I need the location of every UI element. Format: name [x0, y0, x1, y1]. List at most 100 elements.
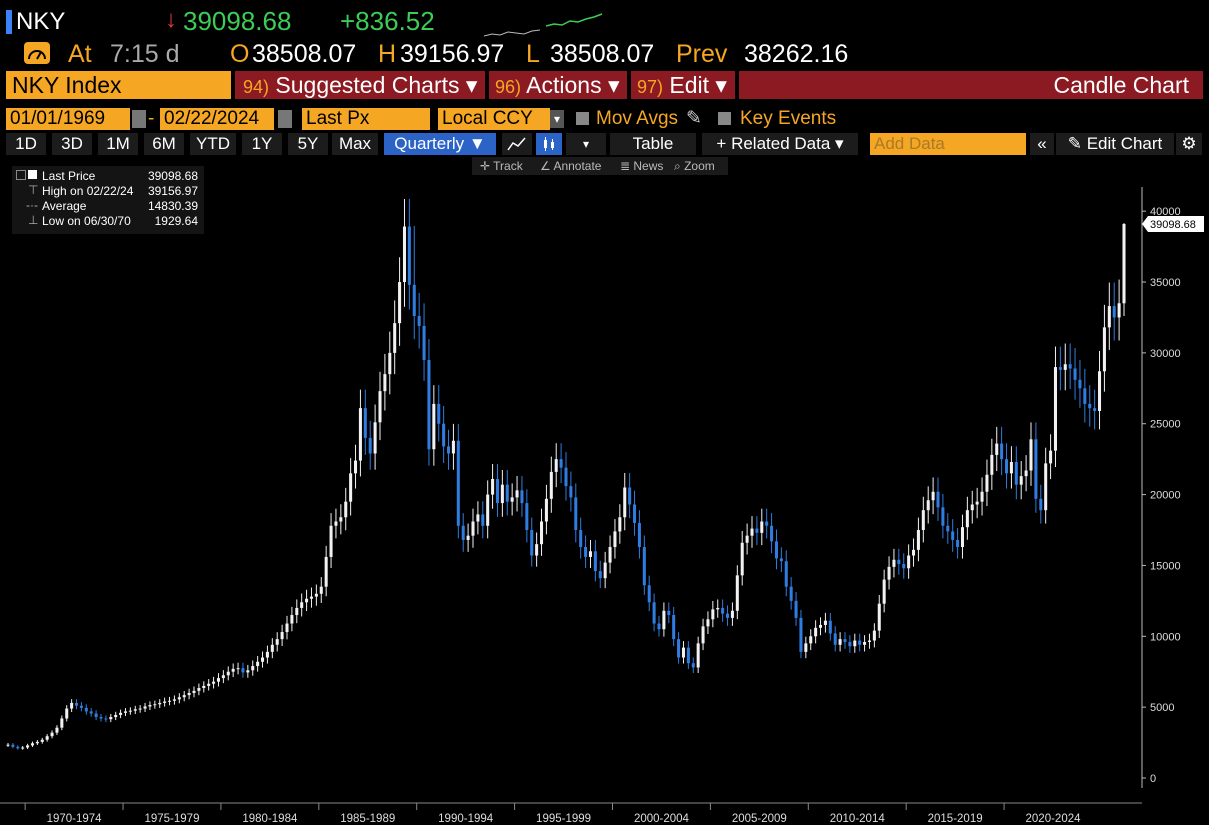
candle-body — [481, 514, 485, 526]
candle-body — [60, 718, 64, 728]
candle-body — [89, 711, 93, 714]
last-price-swatch — [28, 170, 37, 179]
gear-icon[interactable]: ⚙ — [1176, 133, 1202, 155]
average-marker-icon: -·- — [26, 198, 38, 212]
chart-toolbar: 1D 3D 1M 6M YTD 1Y 5Y Max Quarterly ▼ ▾ … — [6, 133, 1203, 155]
range-6m[interactable]: 6M — [144, 133, 184, 155]
period-select[interactable]: Quarterly ▼ — [384, 133, 496, 155]
zoom-tool[interactable]: ⌕ Zoom — [674, 159, 715, 173]
edit-chart-button[interactable]: ✎ Edit Chart — [1056, 133, 1174, 155]
chevron-down-icon[interactable]: ▾ — [550, 110, 564, 128]
candle-body — [681, 647, 685, 658]
candle-body — [388, 352, 392, 375]
candle-body — [471, 521, 475, 536]
range-5y[interactable]: 5Y — [288, 133, 328, 155]
mov-avgs-label[interactable]: Mov Avgs — [596, 108, 679, 129]
range-1m[interactable]: 1M — [98, 133, 138, 155]
candle-body — [94, 713, 98, 718]
zoom-label: Zoom — [684, 159, 715, 173]
candle-body — [618, 517, 622, 532]
candle-body — [608, 547, 612, 563]
candle-body — [662, 610, 666, 630]
speedometer-icon[interactable] — [24, 42, 50, 64]
range-ytd[interactable]: YTD — [190, 133, 236, 155]
candle-body — [491, 478, 495, 495]
candle-body — [104, 718, 108, 720]
candle-body — [197, 688, 201, 691]
actions-menu[interactable]: 96) Actions ▾ — [489, 71, 627, 99]
related-data-button[interactable]: + Related Data ▾ — [702, 133, 858, 155]
edit-menu[interactable]: 97) Edit ▾ — [631, 71, 735, 99]
legend-value: 39098.68 — [147, 169, 198, 183]
pencil-icon[interactable]: ✎ — [686, 108, 702, 129]
candle-body — [510, 497, 514, 502]
security-field[interactable]: NKY Index — [6, 71, 231, 99]
suggested-charts-menu[interactable]: 94) Suggested Charts ▾ — [235, 71, 485, 99]
range-1y[interactable]: 1Y — [242, 133, 282, 155]
key-events-checkbox[interactable] — [718, 112, 731, 125]
range-max[interactable]: Max — [332, 133, 378, 155]
candle-body — [838, 639, 842, 645]
collapse-icon[interactable]: « — [1030, 133, 1054, 155]
end-date-input[interactable]: 02/22/2024 — [160, 108, 274, 130]
candle-body — [407, 226, 411, 285]
candle-body — [495, 478, 499, 504]
candle-body — [916, 530, 920, 550]
candle-body — [40, 739, 44, 742]
range-1d[interactable]: 1D — [6, 133, 46, 155]
candle-body — [143, 706, 147, 709]
candle-body — [549, 471, 553, 499]
calendar-icon[interactable] — [132, 110, 146, 128]
key-events-label[interactable]: Key Events — [740, 108, 837, 129]
mov-avgs-checkbox[interactable] — [576, 112, 589, 125]
field-select[interactable]: Last Px — [302, 108, 430, 130]
candle-body — [544, 498, 548, 522]
collapse-icon[interactable] — [16, 170, 26, 180]
table-button[interactable]: Table — [610, 133, 696, 155]
candle-body — [163, 701, 167, 703]
chevron-down-icon[interactable]: ▾ — [566, 133, 606, 155]
candle-body — [926, 500, 930, 511]
legend-label: Average — [42, 199, 87, 213]
annotate-tool[interactable]: ∠ Annotate — [540, 159, 602, 173]
candle-body — [912, 549, 916, 556]
candle-body — [202, 685, 206, 689]
start-date-input[interactable]: 01/01/1969 — [6, 108, 130, 130]
range-3d[interactable]: 3D — [52, 133, 92, 155]
news-tool[interactable]: ≣ News — [620, 159, 664, 173]
candle-body — [246, 670, 250, 673]
candle-body — [642, 547, 646, 586]
candle-body — [324, 556, 328, 587]
candle-body — [432, 403, 436, 450]
candle-body — [30, 743, 34, 746]
ticker-symbol[interactable]: NKY — [16, 8, 66, 35]
candle-body — [799, 617, 803, 652]
candle-body — [1019, 476, 1023, 485]
legend-value: 39156.97 — [147, 184, 198, 198]
currency-select[interactable]: Local CCY — [438, 108, 550, 130]
line-chart-icon[interactable] — [502, 133, 532, 155]
candle-body — [579, 530, 583, 548]
candle-body — [168, 700, 172, 702]
candle-chart-icon[interactable] — [536, 133, 562, 155]
menu-number: 96) — [495, 77, 522, 97]
menu-number: 94) — [243, 77, 270, 97]
candle-body — [1088, 403, 1092, 409]
candle-body — [559, 459, 563, 468]
open-value: 38508.07 — [252, 40, 357, 68]
pencil-icon: ✎ — [1067, 134, 1082, 153]
add-data-input[interactable]: Add Data — [870, 133, 1026, 155]
candle-chart[interactable]: 0 5000 10000 15000 20000 25000 30000 35000 40000… — [0, 160, 1209, 825]
chart-tools: ✛ Track ∠ Annotate ≣ News ⌕ Zoom — [472, 157, 728, 175]
calendar-icon[interactable] — [278, 110, 292, 128]
annotate-label: Annotate — [553, 159, 602, 173]
candle-body — [525, 503, 529, 531]
candle-body — [187, 692, 191, 696]
candle-body — [363, 408, 367, 438]
candle-body — [902, 564, 906, 569]
candle-body — [686, 647, 690, 664]
menu-label: Suggested Charts ▾ — [275, 72, 478, 98]
candle-body — [721, 607, 725, 614]
track-tool[interactable]: ✛ Track — [480, 159, 523, 173]
y-tick-label: 10000 — [1150, 631, 1181, 643]
